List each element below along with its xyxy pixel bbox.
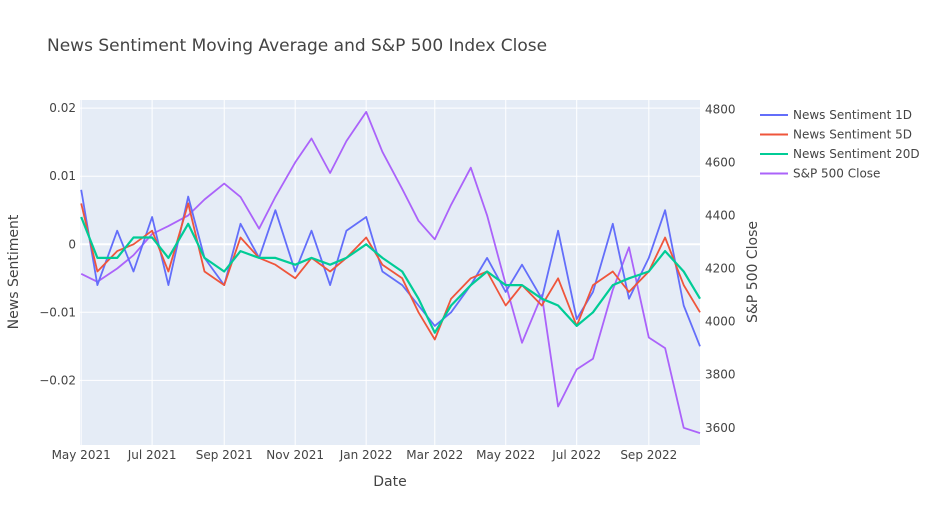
x-tick-label: Mar 2022 xyxy=(406,448,463,462)
y-tick-label: 0.01 xyxy=(49,169,76,183)
x-tick-label: Nov 2021 xyxy=(266,448,324,462)
legend-item-label: News Sentiment 1D xyxy=(793,108,912,122)
y2-tick-label: 4000 xyxy=(705,315,736,329)
plot-background xyxy=(80,100,700,445)
x-axis: May 2021 Jul 2021 Sep 2021 Nov 2021 Jan 2022… xyxy=(52,448,678,462)
x-tick-label: Sep 2021 xyxy=(196,448,253,462)
y-tick-label: 0 xyxy=(68,237,76,251)
x-tick-label: May 2022 xyxy=(476,448,535,462)
x-axis-title: Date xyxy=(373,474,406,490)
y2-tick-label: 4800 xyxy=(705,102,736,116)
y2-tick-label: 4600 xyxy=(705,155,736,169)
y-tick-label: −0.01 xyxy=(39,305,76,319)
x-tick-label: Jul 2022 xyxy=(551,448,601,462)
y-axis-title: News Sentiment xyxy=(6,214,22,329)
series-line-news-sentiment-1d xyxy=(80,189,701,347)
y2-tick-label: 3600 xyxy=(705,421,736,435)
x-tick-label: Jul 2021 xyxy=(127,448,177,462)
legend-item-label: S&P 500 Close xyxy=(793,167,880,181)
y2-tick-label: 4400 xyxy=(705,208,736,222)
x-tick-label: Jan 2022 xyxy=(339,448,393,462)
y-axis-left: 0.02 0.01 0 −0.01 −0.02 xyxy=(39,101,76,387)
y2-axis-title: S&P 500 Close xyxy=(745,221,761,323)
series-layer xyxy=(80,111,701,434)
y2-tick-label: 4200 xyxy=(705,262,736,276)
x-tick-label: Sep 2022 xyxy=(620,448,677,462)
y-tick-label: 0.02 xyxy=(49,101,76,115)
grid xyxy=(80,100,700,445)
legend: News Sentiment 1D News Sentiment 5D News S… xyxy=(760,108,920,181)
legend-item-label: News Sentiment 20D xyxy=(793,147,920,161)
x-tick-label: May 2021 xyxy=(52,448,111,462)
chart-title: News Sentiment Moving Average and S&P 50… xyxy=(47,36,547,56)
y-tick-label: −0.02 xyxy=(39,373,76,387)
series-line-news-sentiment-20d xyxy=(80,216,701,334)
y-axis-right: 4800 4600 4400 4200 4000 3800 3600 xyxy=(705,102,736,434)
series-line-news-sentiment-5d xyxy=(80,202,701,341)
y2-tick-label: 3800 xyxy=(705,368,736,382)
legend-item-label: News Sentiment 5D xyxy=(793,128,912,142)
